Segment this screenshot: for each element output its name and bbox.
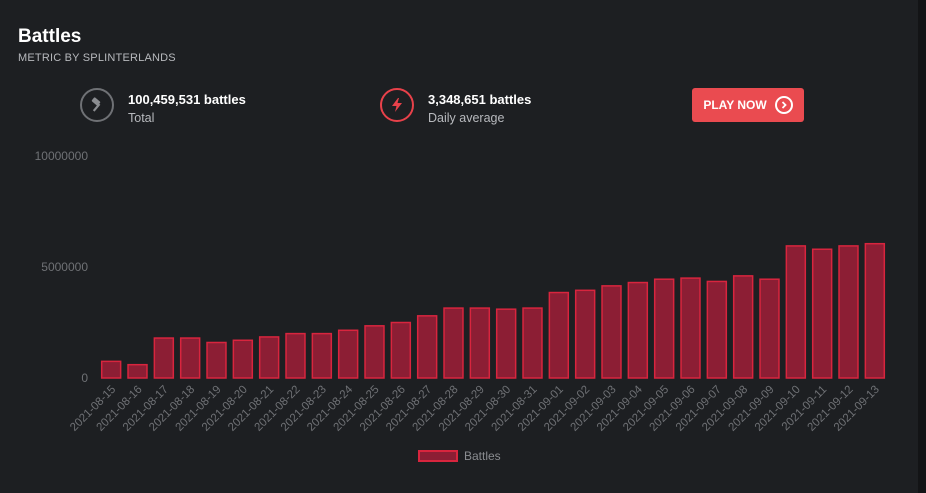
- page-subtitle: METRIC BY SPLINTERLANDS: [18, 52, 176, 64]
- stat-total-value: 100,459,531 battles: [128, 92, 246, 107]
- bar-2021-08-15[interactable]: [100, 360, 122, 379]
- bar-2021-09-11[interactable]: [811, 248, 833, 379]
- bar-2021-09-01[interactable]: [548, 291, 570, 379]
- y-tick-label: 5000000: [41, 260, 88, 274]
- bar-2021-09-08[interactable]: [732, 275, 754, 379]
- battles-bar-chart: 05000000100000002021-08-152021-08-162021…: [35, 149, 886, 434]
- chevron-right-circle-icon: [774, 96, 793, 114]
- bar-2021-08-18[interactable]: [179, 337, 201, 379]
- y-tick-label: 10000000: [35, 149, 89, 163]
- bar-2021-09-07[interactable]: [706, 280, 728, 379]
- play-now-button[interactable]: PLAY NOW: [692, 88, 804, 122]
- stat-daily-average-label: Daily average: [428, 111, 505, 125]
- bar-2021-09-05[interactable]: [653, 278, 675, 379]
- bar-2021-08-20[interactable]: [232, 339, 254, 379]
- bar-2021-09-13[interactable]: [864, 242, 886, 379]
- bar-2021-08-30[interactable]: [495, 308, 517, 379]
- bar-2021-08-31[interactable]: [522, 307, 543, 379]
- bar-2021-08-16[interactable]: [127, 363, 148, 379]
- bar-2021-08-17[interactable]: [153, 337, 175, 379]
- bar-2021-08-24[interactable]: [337, 329, 359, 379]
- bar-2021-09-10[interactable]: [785, 245, 807, 379]
- bar-2021-09-09[interactable]: [759, 278, 780, 379]
- bar-2021-09-03[interactable]: [601, 285, 622, 379]
- bar-2021-09-04[interactable]: [627, 281, 649, 379]
- lightning-icon: [380, 88, 414, 122]
- stat-total-label: Total: [128, 111, 155, 125]
- bar-2021-08-25[interactable]: [364, 325, 385, 379]
- bar-2021-09-02[interactable]: [574, 289, 596, 379]
- bar-2021-08-28[interactable]: [443, 307, 464, 379]
- y-tick-label: 0: [81, 371, 88, 385]
- bar-2021-08-21[interactable]: [258, 336, 280, 379]
- bar-2021-08-19[interactable]: [206, 341, 227, 379]
- bar-2021-08-29[interactable]: [469, 307, 491, 379]
- legend-label: Battles: [464, 449, 501, 463]
- chart-legend[interactable]: Battles: [418, 449, 501, 463]
- bar-2021-08-22[interactable]: [285, 332, 306, 379]
- page-title: Battles: [18, 26, 82, 47]
- bar-2021-08-26[interactable]: [390, 321, 412, 379]
- bar-2021-09-06[interactable]: [680, 277, 701, 379]
- stat-daily-average-value: 3,348,651 battles: [428, 92, 532, 107]
- legend-swatch: [418, 450, 458, 462]
- play-now-label: PLAY NOW: [703, 98, 767, 112]
- bar-2021-08-23[interactable]: [311, 332, 333, 379]
- hammer-icon: [80, 88, 114, 122]
- bar-2021-09-12[interactable]: [838, 245, 859, 379]
- bar-2021-08-27[interactable]: [416, 315, 438, 379]
